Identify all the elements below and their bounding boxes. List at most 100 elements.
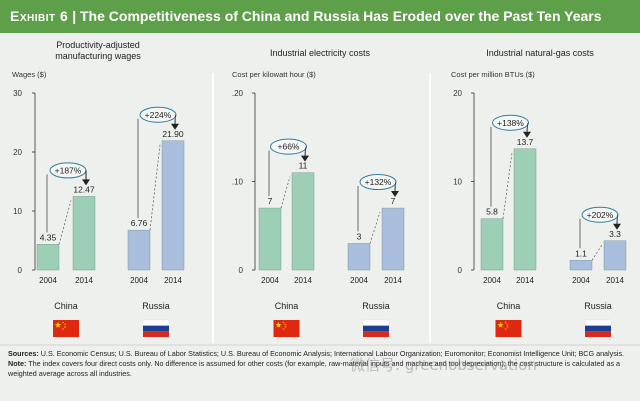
country-label-russia: Russia xyxy=(142,301,170,311)
russia-flag-icon xyxy=(584,319,612,337)
country-label-russia: Russia xyxy=(584,301,612,311)
flag-stripe-blue xyxy=(363,325,389,332)
country-label-china: China xyxy=(54,301,78,311)
flag-star-large xyxy=(275,321,282,328)
data-label: 3 xyxy=(357,231,362,241)
data-label: 12.47 xyxy=(73,184,95,194)
bar-russia-2014 xyxy=(603,240,627,271)
data-label: 13.7 xyxy=(517,137,534,147)
exhibit-header: Exhibit 6 | The Competitiveness of China… xyxy=(0,0,640,33)
data-label: 7 xyxy=(391,196,396,206)
chart-title-line-1: Productivity-adjusted xyxy=(56,40,140,50)
y-tick-label: .10 xyxy=(232,178,244,187)
growth-connector xyxy=(58,200,72,245)
footer: Sources: U.S. Economic Census; U.S. Bure… xyxy=(8,349,632,378)
flag-star-small xyxy=(506,325,509,328)
data-label: 1.1 xyxy=(575,248,587,258)
china-flag-icon xyxy=(273,320,300,337)
bar-russia-2004 xyxy=(127,229,151,271)
y-tick-label: 0 xyxy=(458,266,463,275)
y-tick-label: 10 xyxy=(453,178,462,187)
x-tick-label: 2014 xyxy=(516,276,534,285)
exhibit-label: Exhibit 6 xyxy=(10,8,69,24)
flag-star-small xyxy=(284,323,287,326)
bar-china-2014 xyxy=(291,172,315,271)
flag-stripe-white xyxy=(142,319,170,326)
x-tick-label: 2014 xyxy=(606,276,624,285)
flag-star-small xyxy=(282,327,285,330)
flag-stripe-blue xyxy=(585,325,611,332)
flag-stripe-red xyxy=(143,331,169,337)
exhibit-title-text: The Competitiveness of China and Russia … xyxy=(80,8,602,24)
x-tick-label: 2014 xyxy=(75,276,93,285)
y-tick-label: 0 xyxy=(239,266,244,275)
x-tick-label: 2014 xyxy=(294,276,312,285)
china-flag-icon xyxy=(495,320,522,337)
growth-percent-label: +202% xyxy=(587,210,614,220)
data-label: 4.35 xyxy=(40,232,57,242)
flag-stripe-red xyxy=(585,331,611,337)
sources-label: Sources: xyxy=(8,349,39,358)
flag-star-small xyxy=(282,321,285,324)
flag-stripe-red xyxy=(363,331,389,337)
flag-star-small xyxy=(284,325,287,328)
y-tick-label: 20 xyxy=(13,148,22,157)
data-label: 11 xyxy=(299,161,308,171)
sources-line: Sources: U.S. Economic Census; U.S. Bure… xyxy=(8,349,632,359)
bar-russia-2004 xyxy=(347,243,371,271)
russia-flag-icon xyxy=(142,319,170,337)
flag-stripe-white xyxy=(362,319,390,326)
bar-russia-2014 xyxy=(161,140,185,271)
chart-panel-3: Industrial natural-gas costs Cost per mil… xyxy=(451,48,627,337)
data-label: 5.8 xyxy=(486,207,498,217)
flag-field xyxy=(495,320,522,337)
chart-panel-2: Industrial electricity costs Cost per kil… xyxy=(232,48,405,337)
exhibit-title: Exhibit 6 | The Competitiveness of China… xyxy=(10,8,602,24)
bar-russia-2014 xyxy=(381,207,405,271)
china-flag-icon xyxy=(53,320,79,337)
data-label: 7 xyxy=(268,196,273,206)
bar-china-2004 xyxy=(480,218,504,271)
x-tick-label: 2004 xyxy=(261,276,279,285)
note-text: The index covers four direct costs only.… xyxy=(8,358,621,378)
flag-star-small xyxy=(63,323,67,326)
y-axis-label: Cost per kilowatt hour ($) xyxy=(232,70,316,79)
chart-title: Industrial natural-gas costs xyxy=(486,48,594,58)
y-tick-label: 20 xyxy=(453,89,462,98)
x-tick-label: 2004 xyxy=(483,276,501,285)
note-line: Note: The index covers four direct costs… xyxy=(8,359,632,379)
data-label: 21.90 xyxy=(162,129,184,139)
flag-star-small xyxy=(61,327,65,330)
growth-arrowhead xyxy=(391,191,399,198)
country-label-china: China xyxy=(497,301,521,311)
x-tick-label: 2004 xyxy=(350,276,368,285)
bar-china-2004 xyxy=(258,207,282,271)
country-label-china: China xyxy=(275,301,299,311)
growth-percent-label: +66% xyxy=(278,142,300,152)
russia-flag-icon xyxy=(362,319,390,337)
flag-star-large xyxy=(54,321,62,328)
sources-text: U.S. Economic Census; U.S. Bureau of Lab… xyxy=(40,349,625,358)
bar-china-2014 xyxy=(513,148,537,271)
growth-percent-label: +224% xyxy=(145,110,172,120)
y-tick-label: .20 xyxy=(232,89,244,98)
x-tick-label: 2004 xyxy=(130,276,148,285)
growth-arrowhead xyxy=(613,223,621,230)
flag-stripe-white xyxy=(584,319,612,326)
growth-percent-label: +132% xyxy=(365,177,392,187)
flag-star-small xyxy=(504,327,507,330)
growth-connector xyxy=(502,152,513,219)
growth-connector xyxy=(369,211,381,244)
title-separator: | xyxy=(72,8,77,24)
y-tick-label: 0 xyxy=(18,266,23,275)
flag-star-large xyxy=(497,321,504,328)
x-tick-label: 2014 xyxy=(164,276,182,285)
x-tick-label: 2004 xyxy=(572,276,590,285)
x-tick-label: 2004 xyxy=(39,276,57,285)
y-axis-label: Wages ($) xyxy=(12,70,47,79)
flag-field xyxy=(273,320,300,337)
y-axis-label: Cost per million BTUs ($) xyxy=(451,70,535,79)
growth-arrowhead xyxy=(82,179,90,186)
y-tick-label: 30 xyxy=(13,89,22,98)
